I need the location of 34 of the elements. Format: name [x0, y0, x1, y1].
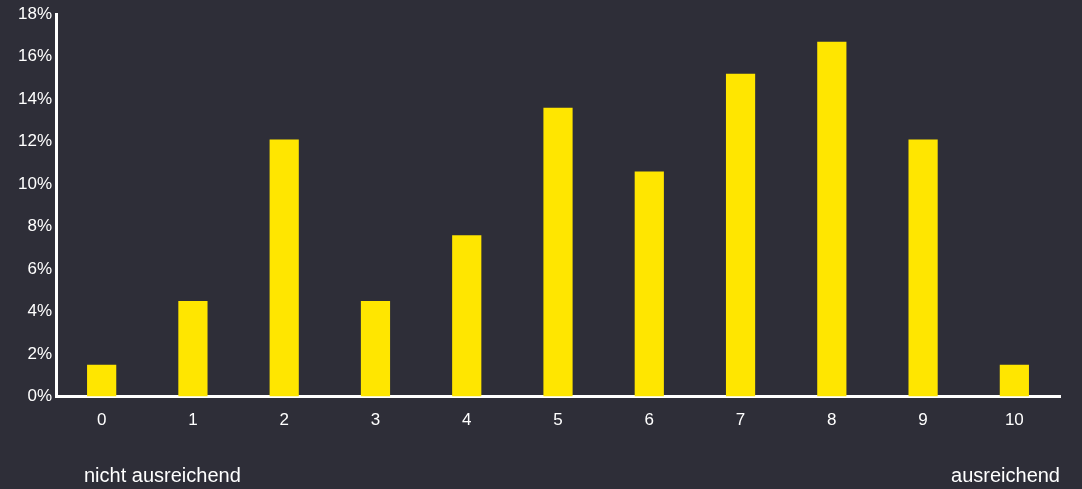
bar — [452, 235, 482, 397]
text: ausreichend — [951, 464, 1060, 487]
x-tick-label: 7 — [735, 410, 746, 430]
y-tick-label: 16% — [17, 46, 53, 66]
x-tick-label: 0 — [96, 410, 107, 430]
text: nicht ausreichend — [84, 464, 241, 487]
x-tick-label: 3 — [370, 410, 381, 430]
y-tick-label: 8% — [27, 216, 53, 236]
y-tick-label: 6% — [27, 258, 53, 278]
bar — [908, 139, 938, 397]
bar — [87, 364, 117, 397]
x-tick-label: 9 — [918, 410, 928, 430]
x-tick-label: 4 — [462, 410, 472, 430]
x-tick-label: 6 — [644, 410, 655, 430]
y-tick-label: 10% — [17, 173, 53, 193]
y-tick-label: 12% — [17, 131, 53, 151]
y-tick-label: 0% — [27, 386, 53, 406]
bar — [269, 139, 299, 397]
x-tick-label: 1 — [188, 410, 198, 430]
bar — [634, 171, 664, 397]
x-tick-label: 5 — [553, 410, 563, 430]
y-tick-label: 14% — [17, 88, 53, 108]
bar — [817, 41, 847, 397]
bar — [178, 301, 208, 397]
y-tick-label: 4% — [27, 301, 53, 321]
y-tick-label: 2% — [27, 343, 53, 363]
bar — [999, 364, 1029, 397]
bar — [725, 73, 756, 397]
y-tick-label: 18% — [17, 3, 53, 23]
x-tick-label: 2 — [279, 410, 289, 430]
x-tick-label: 8 — [827, 410, 837, 430]
bar — [360, 301, 391, 397]
x-tick-label: 10 — [1004, 410, 1024, 430]
bar — [543, 107, 573, 397]
